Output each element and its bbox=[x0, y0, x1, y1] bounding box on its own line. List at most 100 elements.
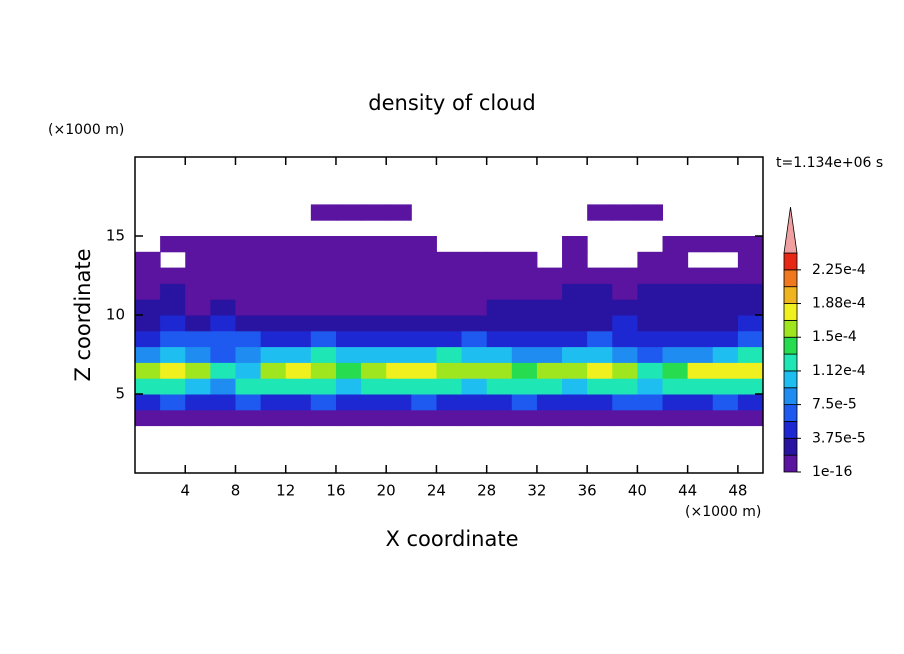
cell bbox=[235, 251, 262, 269]
cell bbox=[511, 378, 538, 395]
cell bbox=[335, 378, 362, 395]
cell bbox=[411, 378, 437, 395]
cell bbox=[662, 267, 689, 284]
colorbar-band bbox=[783, 319, 798, 338]
cell bbox=[612, 283, 638, 300]
cell bbox=[587, 409, 613, 427]
cell bbox=[386, 378, 412, 395]
cell bbox=[436, 346, 463, 363]
cell bbox=[587, 283, 613, 300]
cell bbox=[235, 378, 262, 395]
cell bbox=[536, 283, 563, 300]
cell bbox=[411, 283, 437, 300]
cell bbox=[160, 394, 186, 411]
cell bbox=[335, 394, 362, 411]
cell bbox=[436, 394, 463, 411]
cell bbox=[185, 394, 211, 411]
cell bbox=[612, 299, 638, 316]
cell bbox=[511, 362, 538, 379]
colorbar-label: 1.12e-4 bbox=[812, 363, 866, 379]
colorbar-band bbox=[783, 336, 798, 355]
cell bbox=[135, 330, 161, 348]
cell bbox=[210, 315, 236, 332]
cell bbox=[687, 362, 714, 379]
cell bbox=[562, 362, 588, 379]
cell bbox=[386, 251, 412, 269]
cell bbox=[536, 267, 563, 284]
cell bbox=[260, 394, 287, 411]
cell bbox=[260, 346, 287, 363]
cell bbox=[737, 362, 764, 379]
cell bbox=[160, 283, 186, 300]
cell bbox=[511, 267, 538, 284]
cell bbox=[361, 346, 387, 363]
x-axis-title: X coordinate bbox=[385, 527, 518, 551]
cell bbox=[310, 315, 337, 332]
cell bbox=[310, 346, 337, 363]
cell bbox=[285, 330, 312, 348]
cell bbox=[712, 394, 739, 411]
cell bbox=[461, 315, 488, 332]
cell bbox=[461, 251, 488, 269]
cell bbox=[637, 362, 664, 379]
cell bbox=[260, 362, 287, 379]
cell bbox=[587, 394, 613, 411]
cell bbox=[386, 362, 412, 379]
cell bbox=[687, 315, 714, 332]
cell bbox=[160, 362, 186, 379]
cell bbox=[637, 299, 664, 316]
cell bbox=[461, 346, 488, 363]
cell bbox=[486, 283, 513, 300]
cell bbox=[285, 315, 312, 332]
cell bbox=[135, 267, 161, 284]
cell bbox=[160, 330, 186, 348]
cell bbox=[486, 251, 513, 269]
cell bbox=[386, 283, 412, 300]
cell bbox=[411, 315, 437, 332]
cell bbox=[486, 378, 513, 395]
cell bbox=[411, 267, 437, 284]
cell bbox=[587, 378, 613, 395]
cell bbox=[285, 299, 312, 316]
cell bbox=[511, 330, 538, 348]
cell bbox=[511, 394, 538, 411]
cell bbox=[637, 378, 664, 395]
cell bbox=[486, 330, 513, 348]
colorbar-band bbox=[783, 303, 798, 321]
cell bbox=[185, 267, 211, 284]
cell bbox=[160, 299, 186, 316]
cell bbox=[587, 346, 613, 363]
cell bbox=[160, 315, 186, 332]
cell bbox=[235, 330, 262, 348]
cell bbox=[135, 299, 161, 316]
cell bbox=[335, 283, 362, 300]
cell bbox=[737, 251, 764, 269]
cell bbox=[185, 299, 211, 316]
cell bbox=[135, 409, 161, 427]
cell bbox=[185, 236, 211, 253]
cell bbox=[160, 346, 186, 363]
cell bbox=[210, 236, 236, 253]
y-axis-title: Z coordinate bbox=[71, 248, 95, 381]
cell bbox=[285, 378, 312, 395]
cell bbox=[235, 283, 262, 300]
cell bbox=[461, 299, 488, 316]
cell bbox=[612, 330, 638, 348]
cell bbox=[335, 346, 362, 363]
cell bbox=[737, 283, 764, 300]
cell bbox=[712, 299, 739, 316]
colorbar-band bbox=[783, 387, 798, 406]
cell bbox=[486, 315, 513, 332]
cell bbox=[436, 315, 463, 332]
cell bbox=[235, 362, 262, 379]
cell bbox=[335, 251, 362, 269]
cell bbox=[436, 283, 463, 300]
cell bbox=[235, 409, 262, 427]
cell bbox=[637, 330, 664, 348]
colorbar-label: 1.5e-4 bbox=[812, 329, 857, 345]
cell bbox=[536, 299, 563, 316]
cell bbox=[662, 236, 689, 253]
cell bbox=[511, 299, 538, 316]
cell bbox=[536, 330, 563, 348]
x-tick-label: 48 bbox=[728, 482, 747, 500]
